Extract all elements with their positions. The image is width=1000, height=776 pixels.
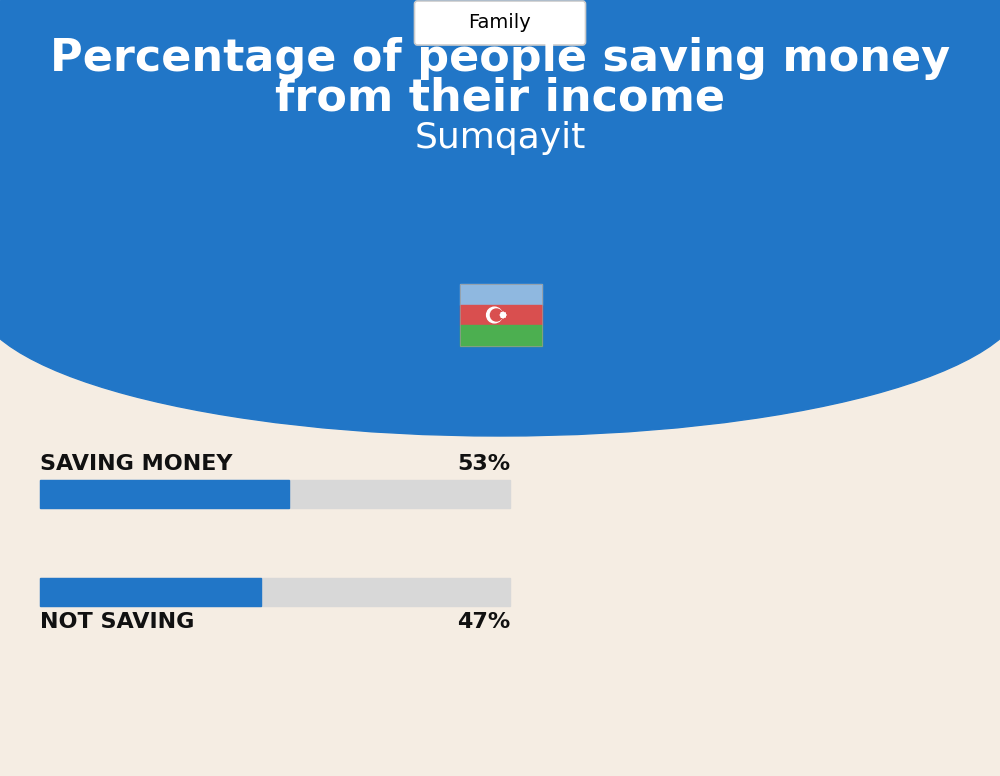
Circle shape [490,309,502,321]
Text: 47%: 47% [457,612,510,632]
Text: Sumqayit: Sumqayit [414,121,586,155]
Ellipse shape [0,156,1000,436]
Bar [0,0,1000,296]
Bar [40,578,261,606]
Text: Family: Family [469,13,531,33]
Circle shape [487,307,502,323]
Bar [40,578,510,606]
Bar [460,284,542,305]
Text: from their income: from their income [275,77,725,120]
Text: Percentage of people saving money: Percentage of people saving money [50,36,950,79]
Bar [40,480,289,508]
Bar [460,325,542,346]
Text: NOT SAVING: NOT SAVING [40,612,194,632]
Polygon shape [500,312,506,318]
Bar [460,284,542,346]
Bar [40,480,510,508]
Text: SAVING MONEY: SAVING MONEY [40,454,232,474]
Text: 53%: 53% [457,454,510,474]
FancyBboxPatch shape [415,1,586,45]
Bar [460,305,542,325]
